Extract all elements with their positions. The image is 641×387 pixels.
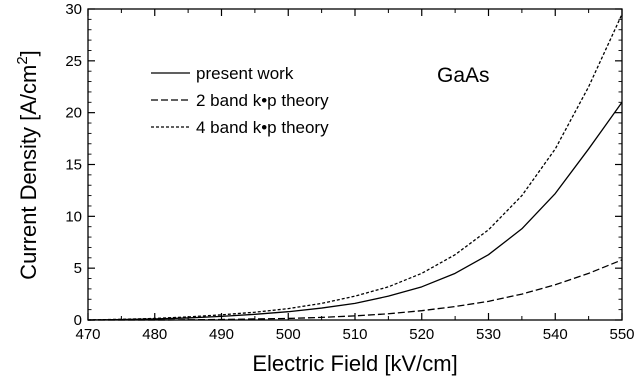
x-tick-label: 530 [476, 326, 501, 343]
series-lines [87, 13, 623, 321]
y-tick-label: 15 [65, 157, 82, 174]
y-axis-title-main: Current Density [A/cm [16, 65, 41, 280]
y-tick-label: 5 [74, 260, 82, 277]
legend: present work 2 band k•p theory 4 band k•p … [151, 64, 329, 137]
x-tick-label: 490 [209, 326, 234, 343]
x-tick-label: 520 [409, 326, 434, 343]
x-tick-label: 540 [543, 326, 568, 343]
series-line-3 [87, 13, 623, 321]
y-tick-label: 20 [65, 105, 82, 122]
x-tick-label: 480 [142, 326, 167, 343]
legend-label-1: present work [196, 64, 294, 83]
y-axis-title: Current Density [A/cm2] [14, 50, 41, 280]
legend-label-2: 2 band k•p theory [196, 91, 329, 110]
y-tick-label: 25 [65, 53, 82, 70]
plot-frame [87, 8, 623, 321]
y-tick-label: 30 [65, 1, 82, 18]
series-line-1 [87, 101, 623, 321]
y-axis-title-end: ] [16, 50, 41, 56]
x-tick-label: 500 [276, 326, 301, 343]
y-axis-title-superscript: 2 [14, 56, 31, 64]
x-tick-label: 510 [342, 326, 367, 343]
legend-label-3: 4 band k•p theory [196, 118, 329, 137]
annotation-label: GaAs [437, 64, 490, 87]
y-tick-label: 0 [74, 312, 82, 329]
x-tick-label: 470 [75, 326, 100, 343]
y-tick-label: 10 [65, 208, 82, 225]
x-tick-label: 550 [609, 326, 634, 343]
series-line-2 [88, 259, 623, 321]
x-axis-title: Electric Field [kV/cm] [252, 351, 457, 376]
